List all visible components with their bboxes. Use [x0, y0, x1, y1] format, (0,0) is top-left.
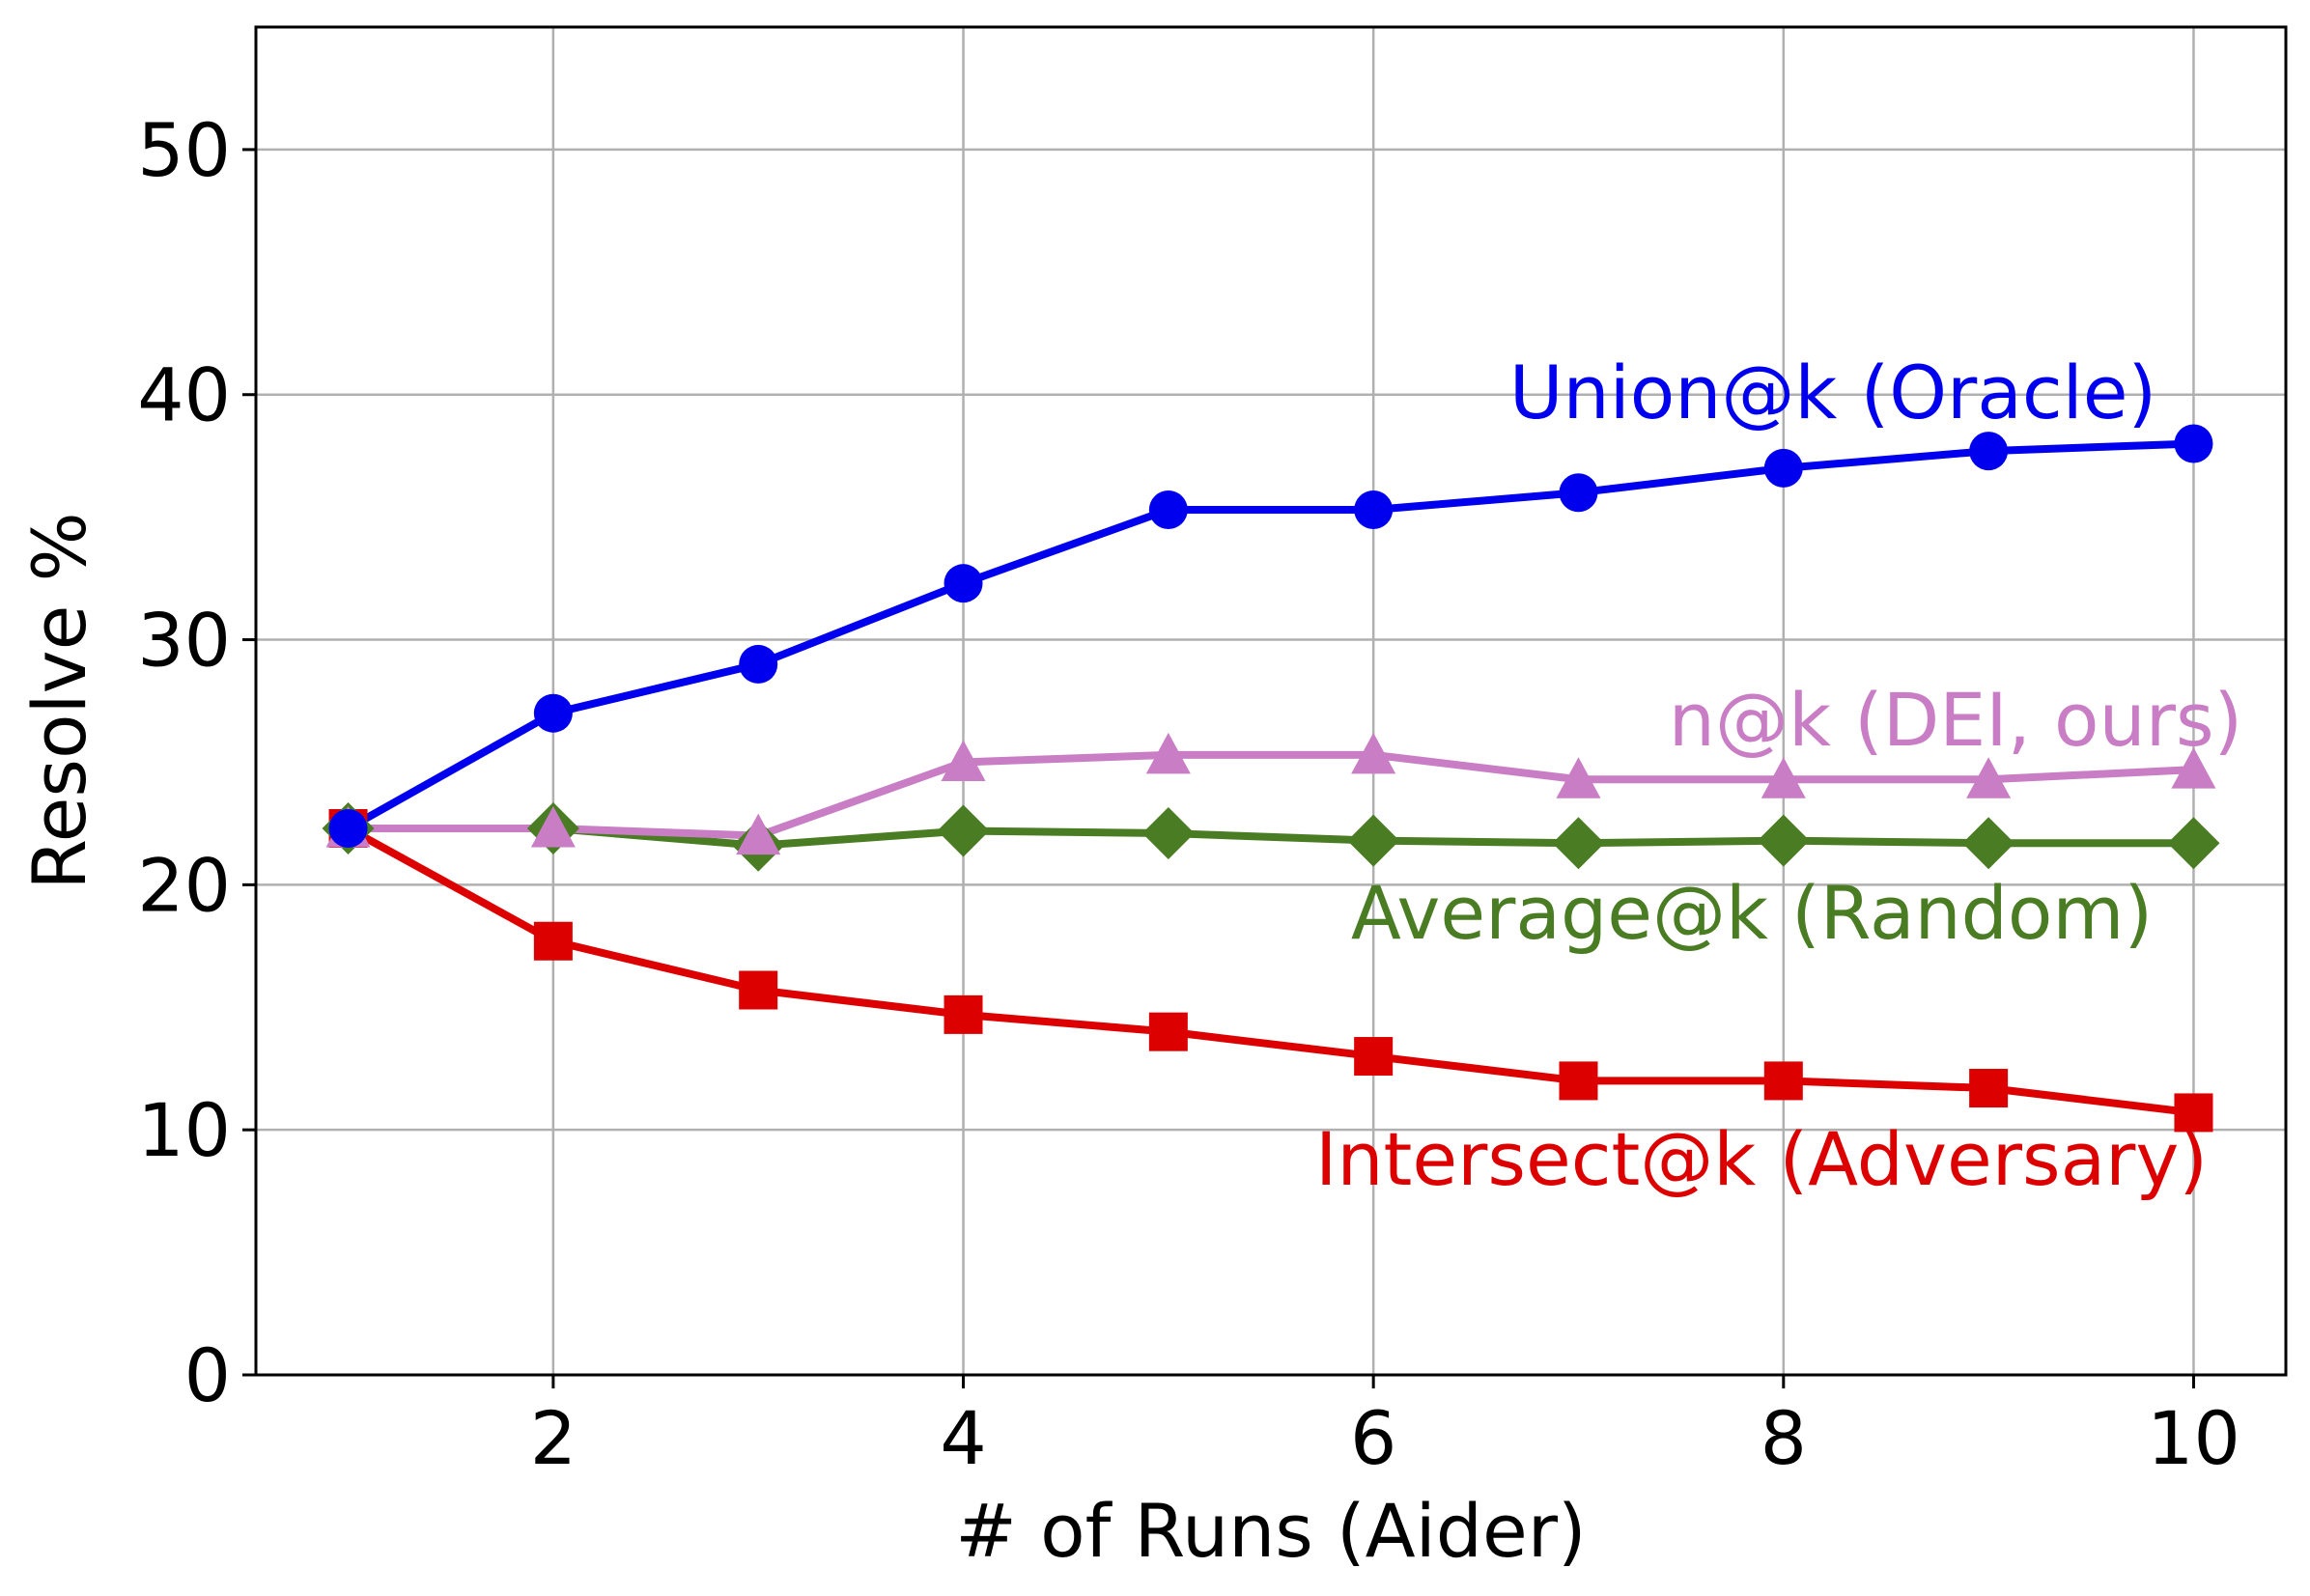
square-marker	[1969, 1069, 2009, 1108]
axis-ticks: 2 4 6 8 10 0 10 20 30 40 50	[137, 107, 2240, 1481]
x-tick-label: 4	[940, 1395, 986, 1481]
x-tick-label: 6	[1350, 1395, 1396, 1481]
diamond-marker	[937, 804, 990, 857]
square-marker	[1763, 1061, 1803, 1101]
series-annotation: Union@k (Oracle)	[1509, 350, 2156, 435]
y-axis-title: Resolve %	[16, 512, 102, 889]
diamond-marker	[1141, 807, 1195, 860]
series-line	[348, 750, 2194, 840]
y-tick-label: 40	[137, 352, 231, 438]
square-marker	[739, 970, 778, 1010]
circle-marker	[1763, 448, 1803, 488]
diamond-marker	[1552, 817, 1605, 870]
triangle-marker	[1145, 732, 1191, 774]
diamond-marker	[2167, 817, 2220, 870]
y-tick-label: 0	[184, 1332, 231, 1418]
y-tick-label: 20	[137, 842, 231, 928]
square-marker	[1559, 1061, 1598, 1101]
series-line	[346, 825, 2194, 1117]
y-tick-label: 10	[137, 1087, 231, 1173]
triangle-marker	[1966, 757, 2012, 798]
diamond-marker	[1962, 817, 2015, 870]
y-tick-label: 50	[137, 107, 231, 193]
x-tick-label: 10	[2147, 1395, 2240, 1481]
series-labels: Union@k (Oracle) n@k (DEI, ours) Average@k…	[1315, 350, 2242, 1202]
square-marker	[1148, 1012, 1188, 1051]
triangle-marker	[941, 740, 986, 782]
triangle-marker	[1351, 732, 1396, 774]
circle-marker	[1148, 490, 1188, 530]
square-marker	[533, 921, 573, 961]
diamond-marker	[1347, 814, 1400, 867]
circle-marker	[739, 644, 778, 684]
triangle-marker	[736, 813, 781, 855]
circle-marker	[1354, 490, 1394, 530]
x-tick-label: 8	[1761, 1395, 1807, 1481]
circle-marker	[1969, 432, 2009, 471]
plot-frame	[254, 25, 2288, 1377]
series-annotation: Average@k (Random)	[1351, 870, 2153, 956]
x-tick-label: 2	[530, 1395, 577, 1481]
circle-marker	[1559, 473, 1598, 513]
data-markers	[322, 424, 2220, 1133]
circle-marker	[533, 693, 573, 733]
triangle-marker	[2171, 747, 2216, 789]
circle-marker	[2174, 424, 2213, 463]
triangle-marker	[530, 805, 576, 848]
series-lines	[346, 439, 2194, 1117]
circle-marker	[328, 808, 368, 848]
triangle-marker	[1761, 757, 1806, 798]
y-tick-label: 30	[137, 598, 231, 684]
series-line	[348, 824, 2194, 850]
series-annotation: Intersect@k (Adversary)	[1315, 1116, 2208, 1202]
square-marker	[2174, 1093, 2213, 1133]
diamond-marker	[1757, 814, 1810, 867]
square-marker	[944, 994, 983, 1034]
series-annotation: n@k (DEI, ours)	[1669, 677, 2242, 763]
triangle-marker	[1556, 757, 1601, 798]
circle-marker	[944, 564, 983, 603]
square-marker	[1354, 1037, 1394, 1077]
series-line	[346, 439, 2194, 832]
x-axis-title: # of Runs (Aider)	[955, 1488, 1586, 1574]
